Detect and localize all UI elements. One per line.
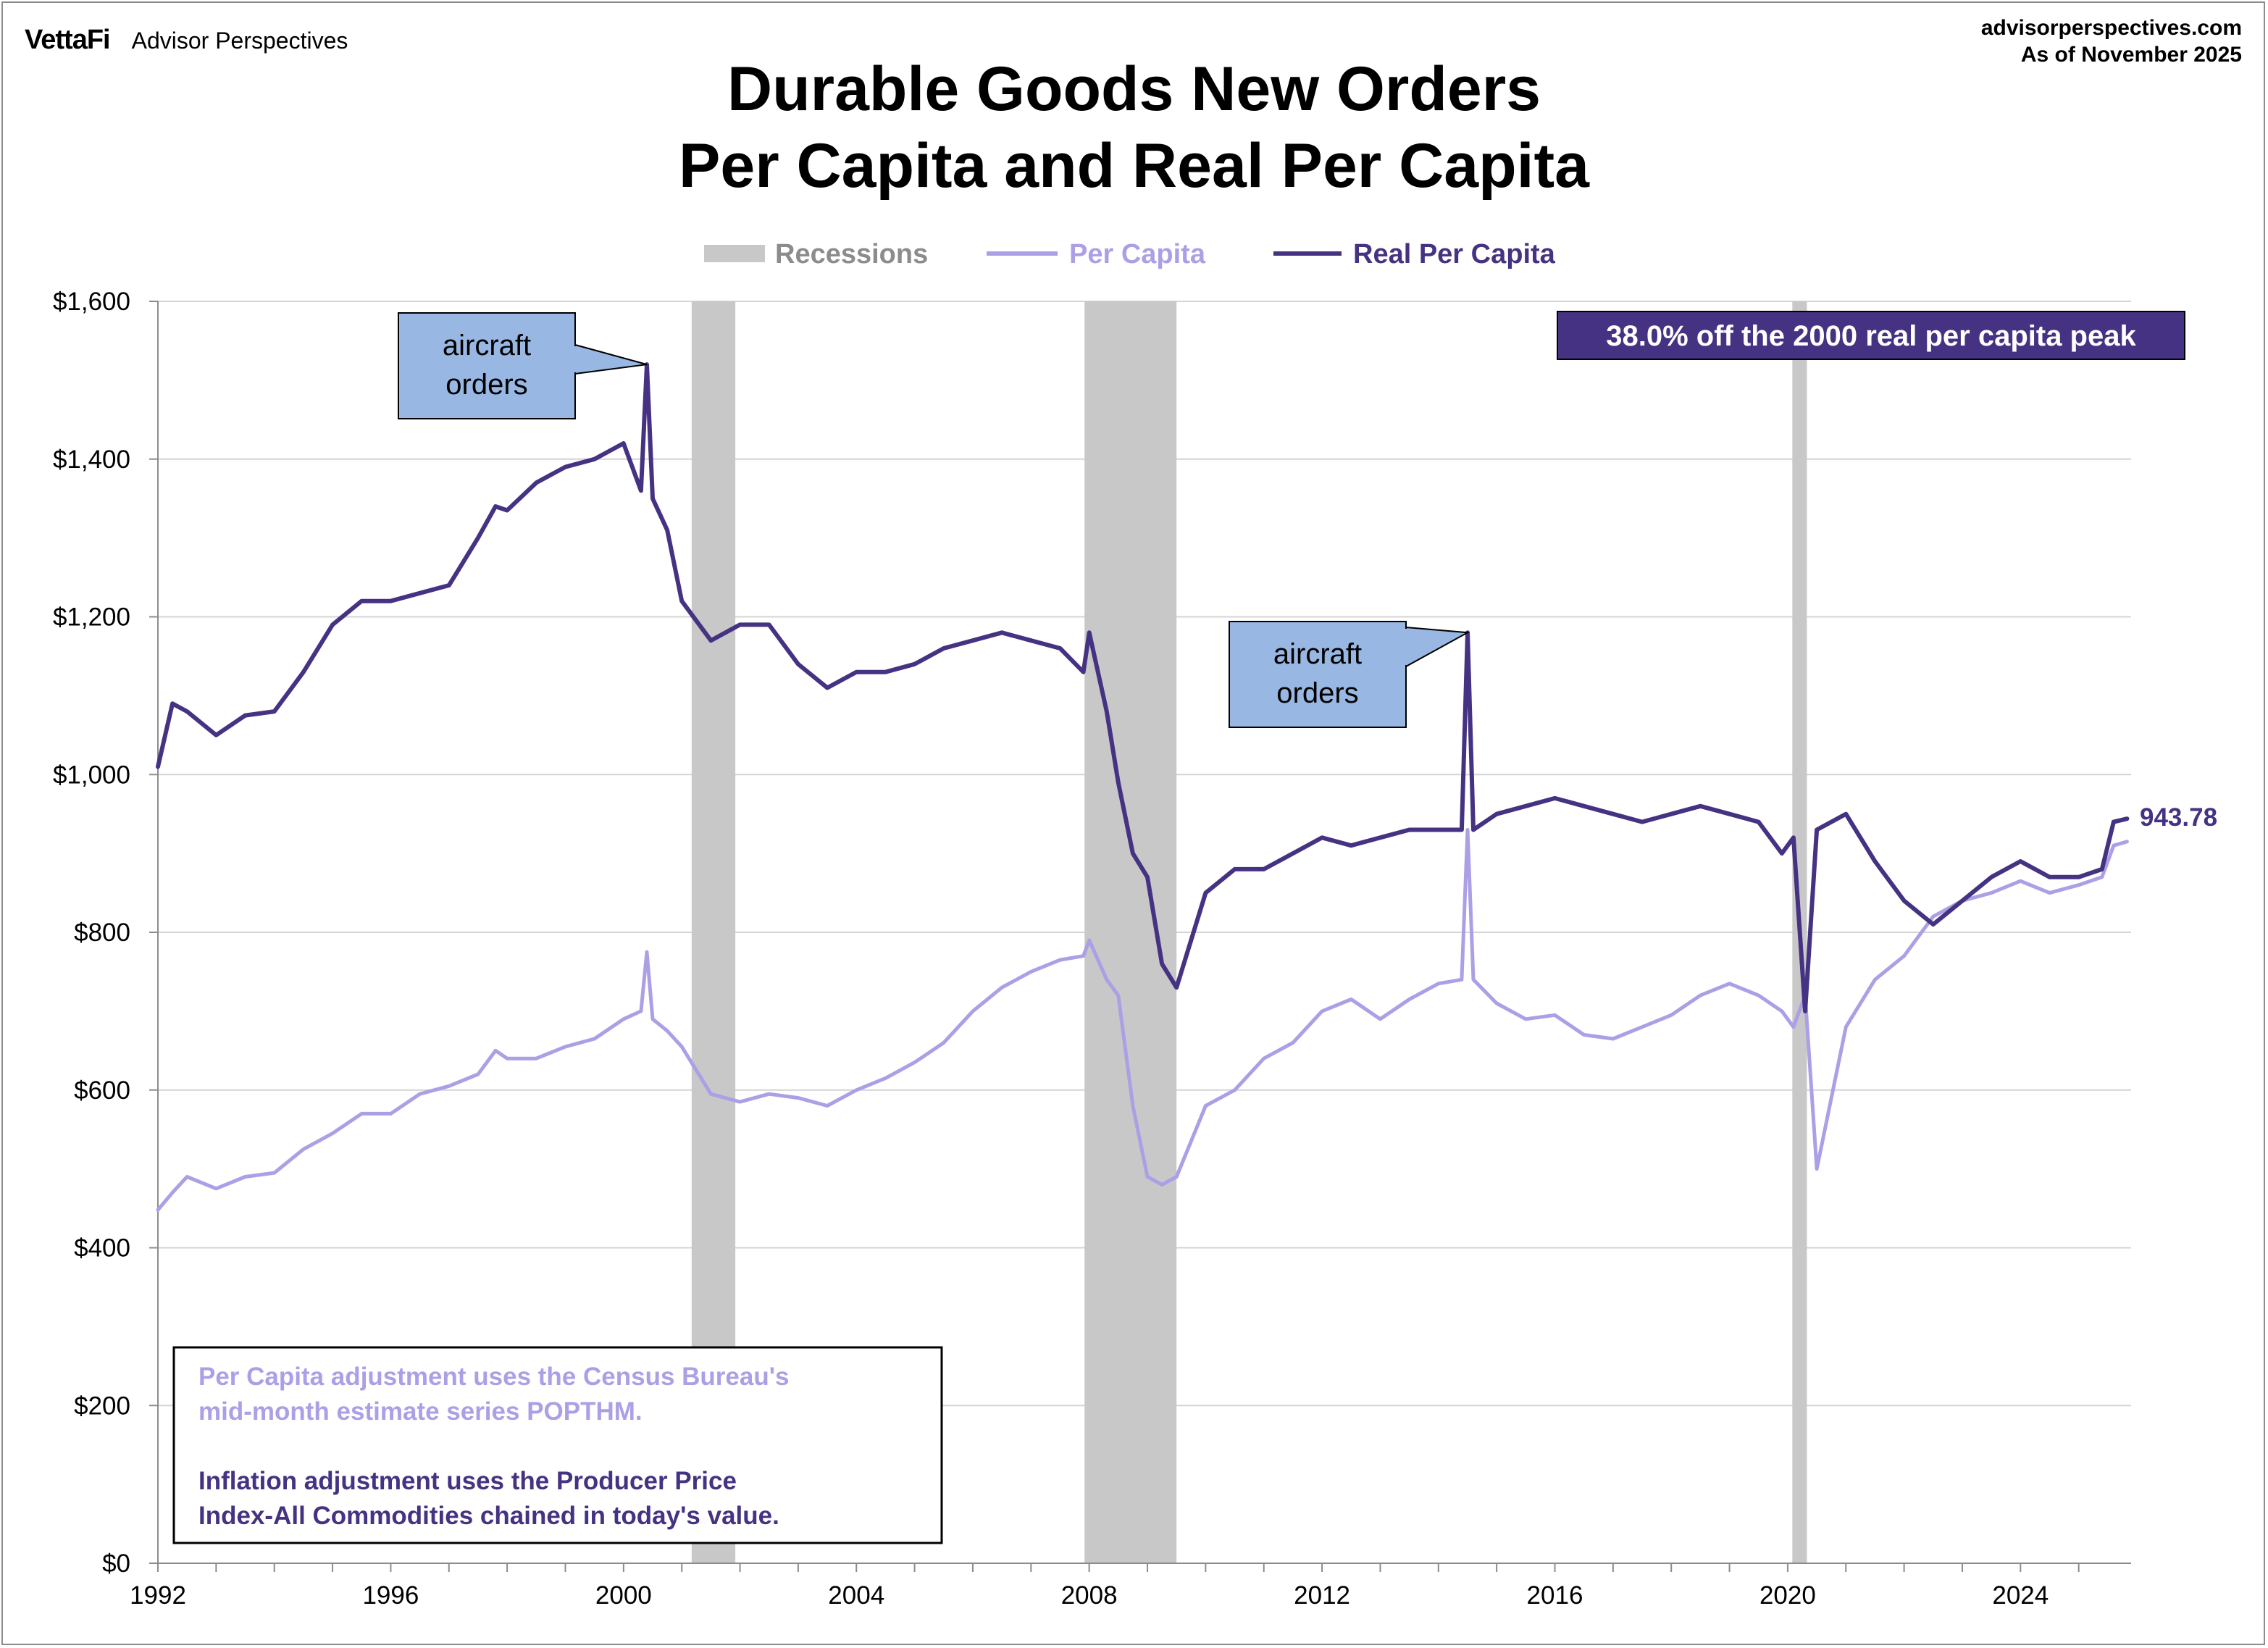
- y-tick-label: $200: [74, 1392, 130, 1420]
- brand: VettaFi Advisor Perspectives: [25, 25, 348, 56]
- x-tick-label: 2012: [1294, 1581, 1350, 1610]
- chart-title: Durable Goods New Orders Per Capita and …: [0, 51, 2268, 204]
- y-tick-label: $1,000: [53, 761, 130, 789]
- notes-per-capita-line: mid-month estimate series POPTHM.: [198, 1397, 643, 1426]
- legend-label-recessions: Recessions: [775, 239, 928, 269]
- callout-text: orders: [1276, 677, 1358, 709]
- callout-pointer: [1405, 626, 1470, 668]
- x-tick-label: 2004: [828, 1581, 884, 1610]
- notes-inflation-line: Inflation adjustment uses the Producer P…: [198, 1467, 737, 1495]
- legend-swatch-recessions: [704, 245, 765, 262]
- source-info: advisorperspectives.com As of November 2…: [1981, 14, 2242, 68]
- x-tick-label: 2008: [1061, 1581, 1118, 1610]
- callout-box: [1229, 621, 1407, 728]
- callout-text: aircraft: [443, 330, 531, 361]
- vettafi-logo: VettaFi: [25, 25, 111, 55]
- y-tick-label: $1,200: [53, 603, 130, 632]
- x-tick-label: 2000: [595, 1581, 652, 1610]
- callout-pointer: [574, 343, 648, 375]
- series-line-per-capita: [156, 828, 2129, 1212]
- notes-box: [172, 1346, 943, 1544]
- callout-box: [398, 312, 576, 419]
- peak-note-text: 38.0% off the 2000 real per capita peak: [1606, 320, 2136, 352]
- chart-title-line-2: Per Capita and Real Per Capita: [679, 131, 1589, 201]
- peak-note-box: [1557, 311, 2185, 360]
- brand-subtitle: Advisor Perspectives: [131, 28, 348, 54]
- series-line-real-per-capita: [156, 362, 2130, 1013]
- y-tick-label: $1,600: [53, 288, 130, 316]
- notes-per-capita-line: Per Capita adjustment uses the Census Bu…: [198, 1363, 790, 1391]
- y-tick-label: $1,400: [53, 446, 130, 474]
- site-url: advisorperspectives.com: [1980, 16, 2242, 40]
- end-value-label: 943.78: [2140, 803, 2217, 832]
- y-tick-label: $400: [74, 1234, 130, 1263]
- legend-label-real-per-capita: Real Per Capita: [1353, 239, 1556, 269]
- y-tick-label: $0: [102, 1549, 130, 1578]
- y-tick-label: $800: [74, 919, 130, 947]
- as-of-date: As of November 2025: [2020, 43, 2242, 67]
- notes-inflation-line: Index-All Commodities chained in today's…: [198, 1502, 779, 1530]
- x-tick-label: 1996: [362, 1581, 419, 1610]
- x-tick-label: 2016: [1527, 1581, 1583, 1610]
- y-tick-label: $600: [74, 1076, 130, 1105]
- chart-title-line-1: Durable Goods New Orders: [727, 54, 1541, 124]
- recession-band: [1084, 301, 1177, 1563]
- legend-label-per-capita: Per Capita: [1069, 239, 1206, 269]
- callout-text: orders: [445, 369, 527, 401]
- x-tick-label: 2020: [1759, 1581, 1816, 1610]
- callout-text: aircraft: [1273, 638, 1362, 670]
- x-tick-label: 2024: [1992, 1581, 2049, 1610]
- x-tick-label: 1992: [130, 1581, 186, 1610]
